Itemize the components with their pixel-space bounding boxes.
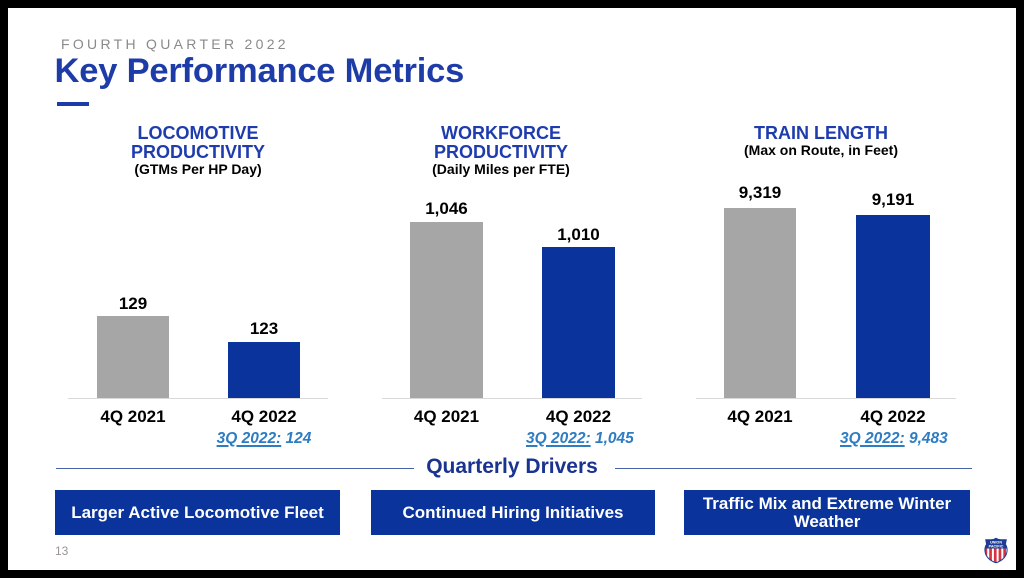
svg-text:PACIFIC: PACIFIC xyxy=(988,544,1003,548)
svg-text:UNION: UNION xyxy=(989,540,1001,544)
